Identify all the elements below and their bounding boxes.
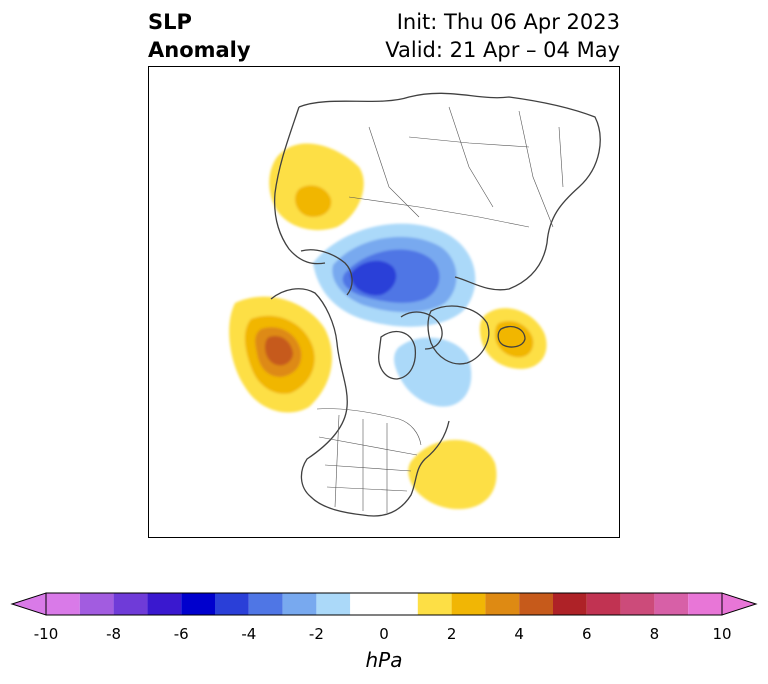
colorbar-segment bbox=[282, 593, 317, 615]
colorbar-segment bbox=[113, 593, 148, 615]
colorbar-segment bbox=[46, 593, 80, 615]
colorbar-segment bbox=[350, 593, 418, 615]
colorbar-segments bbox=[10, 592, 758, 616]
colorbar-tick-label: 4 bbox=[514, 625, 524, 643]
plot-title: SLP Anomaly bbox=[148, 8, 251, 64]
colorbar-segment bbox=[79, 593, 114, 615]
colorbar-tick-label: -10 bbox=[33, 625, 59, 643]
colorbar-segment bbox=[147, 593, 182, 615]
colorbar-segment bbox=[316, 593, 351, 615]
colorbar-segment bbox=[553, 593, 587, 615]
colorbar-segment bbox=[620, 593, 655, 615]
colorbar-tick-label: 10 bbox=[712, 625, 732, 643]
colorbar-tick-label: -8 bbox=[106, 625, 122, 643]
colorbar-segment bbox=[485, 593, 520, 615]
colorbar-frame bbox=[45, 592, 723, 616]
colorbar-segment bbox=[654, 593, 689, 615]
init-date-label: Init: Thu 06 Apr 2023 bbox=[396, 10, 620, 34]
valid-range-label: Valid: 21 Apr – 04 May bbox=[385, 38, 620, 62]
colorbar-segment bbox=[417, 593, 452, 615]
colorbar-segment bbox=[215, 593, 249, 615]
colorbar-segment bbox=[248, 593, 283, 615]
title-variable-line1: SLP bbox=[148, 10, 192, 34]
colorbar-segment bbox=[586, 593, 621, 615]
colorbar-tick-label: -4 bbox=[241, 625, 257, 643]
colorbar-tick-label: 0 bbox=[379, 625, 389, 643]
plot-subtitle: Init: Thu 06 Apr 2023 Valid: 21 Apr – 04… bbox=[385, 8, 620, 64]
colorbar-tick-label: 6 bbox=[582, 625, 592, 643]
colorbar bbox=[10, 592, 758, 616]
colorbar-segment bbox=[519, 593, 553, 615]
colorbar-extend-max bbox=[721, 592, 758, 616]
colorbar-tick-label: -2 bbox=[308, 625, 324, 643]
colorbar-extend-min bbox=[10, 592, 47, 616]
colorbar-unit-label: hPa bbox=[365, 648, 403, 672]
coastlines bbox=[270, 92, 601, 517]
colorbar-tick-label: 8 bbox=[649, 625, 660, 643]
colorbar-segment bbox=[688, 593, 722, 615]
borders bbox=[316, 106, 564, 513]
colorbar-tick-label: 2 bbox=[446, 625, 457, 643]
colorbar-tick-label: -6 bbox=[173, 625, 189, 643]
map-canvas bbox=[229, 92, 601, 517]
title-variable-line2: Anomaly bbox=[148, 38, 251, 62]
colorbar-segment bbox=[451, 593, 486, 615]
map-panel bbox=[148, 66, 620, 538]
anomaly-negative-greenland bbox=[394, 337, 472, 407]
anomaly-fill-layer bbox=[229, 143, 547, 510]
colorbar-segment bbox=[181, 593, 215, 615]
anomaly-positive-atlantic bbox=[408, 439, 497, 510]
